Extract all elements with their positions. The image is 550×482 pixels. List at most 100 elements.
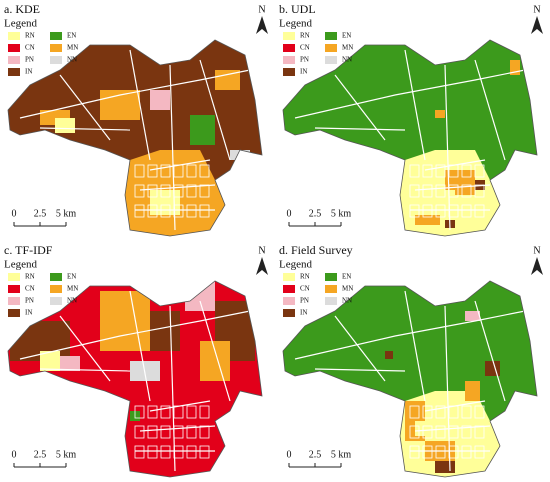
north-arrow: [256, 16, 268, 34]
panel-title: c. TF-IDF: [4, 243, 53, 257]
land-patch: [60, 356, 80, 371]
legend-label: IN: [300, 309, 307, 317]
legend-label: RN: [300, 32, 310, 40]
block: [186, 164, 197, 178]
legend-swatch: [8, 273, 20, 281]
block: [199, 204, 210, 218]
road: [169, 64, 176, 231]
road: [414, 425, 491, 432]
block: [435, 405, 446, 419]
road: [149, 400, 211, 412]
block: [474, 184, 485, 198]
land-patch: [485, 361, 500, 376]
block: [134, 184, 145, 198]
legend-label: CN: [25, 44, 35, 52]
legend-swatch: [325, 56, 337, 64]
patches: [294, 290, 526, 477]
block: [461, 164, 472, 178]
legend-swatch: [8, 56, 20, 64]
block: [199, 445, 210, 459]
block: [147, 204, 158, 218]
road: [139, 425, 216, 432]
block: [160, 405, 171, 419]
road: [199, 59, 231, 161]
block: [435, 425, 446, 439]
scale-label: 0: [287, 208, 292, 219]
legend-label: IN: [300, 68, 307, 76]
map-panel: a. KDE Legend RN EN CN MN PN NN IN 0 2.5 5 km N: [4, 2, 268, 237]
block: [160, 204, 171, 218]
legend-swatch: [8, 68, 20, 76]
block: [474, 204, 485, 218]
legend-label: RN: [25, 32, 35, 40]
panel-title: b. UDL: [279, 2, 316, 16]
north-arrow: [256, 257, 268, 275]
scale-label: 0: [12, 449, 17, 460]
road: [444, 305, 451, 472]
legend-swatch: [8, 309, 20, 317]
land-patch: [185, 281, 215, 311]
road: [19, 69, 251, 119]
legend-label: MN: [67, 44, 78, 52]
road: [39, 368, 131, 372]
scale-label: 2.5: [34, 449, 47, 460]
map-panel: d. Field Survey Legend RN EN CN MN PN NN IN 0 2.5 5…: [279, 243, 543, 478]
legend-label: NN: [342, 56, 352, 64]
block: [409, 425, 420, 439]
land-patch: [435, 461, 455, 473]
district-outline: [7, 39, 263, 237]
block: [160, 164, 171, 178]
block: [186, 445, 197, 459]
land-patch: [190, 115, 215, 145]
legend-label: MN: [67, 285, 78, 293]
north-label: N: [533, 4, 540, 15]
block: [461, 184, 472, 198]
scale-label: 5 km: [56, 208, 77, 219]
legend-label: EN: [67, 32, 76, 40]
land-patch: [40, 351, 60, 371]
district-outline: [282, 39, 538, 237]
scale-label: 2.5: [309, 208, 322, 219]
legend-swatch: [8, 297, 20, 305]
block: [422, 164, 433, 178]
road: [149, 159, 211, 171]
scale-label: 5 km: [56, 449, 77, 460]
legend-label: EN: [342, 32, 351, 40]
land-patch: [415, 421, 435, 436]
block: [199, 184, 210, 198]
block: [134, 405, 145, 419]
panel-title: d. Field Survey: [279, 243, 353, 257]
land-patch: [100, 291, 150, 351]
legend-label: CN: [25, 285, 35, 293]
legend-swatch: [283, 309, 295, 317]
road: [314, 127, 406, 131]
legend-swatch: [8, 285, 20, 293]
block: [134, 425, 145, 439]
block: [461, 204, 472, 218]
road: [199, 300, 231, 402]
north-arrow: [531, 257, 543, 275]
legend-swatch: [283, 273, 295, 281]
legend-label: RN: [25, 273, 35, 281]
land-patch: [510, 60, 520, 75]
legend-swatch: [283, 285, 295, 293]
block: [147, 445, 158, 459]
road: [424, 159, 486, 171]
scale-label: 2.5: [34, 208, 47, 219]
road: [169, 305, 176, 472]
block: [186, 204, 197, 218]
block: [134, 204, 145, 218]
legend-swatch: [50, 297, 62, 305]
block: [186, 184, 197, 198]
north-label: N: [533, 245, 540, 256]
block: [461, 445, 472, 459]
block: [134, 164, 145, 178]
road: [294, 310, 526, 360]
block: [409, 164, 420, 178]
land-patch: [55, 118, 75, 133]
block: [435, 445, 446, 459]
north-arrow: [531, 16, 543, 34]
legend-label: NN: [67, 297, 77, 305]
scale-label: 0: [287, 449, 292, 460]
legend-label: CN: [300, 285, 310, 293]
